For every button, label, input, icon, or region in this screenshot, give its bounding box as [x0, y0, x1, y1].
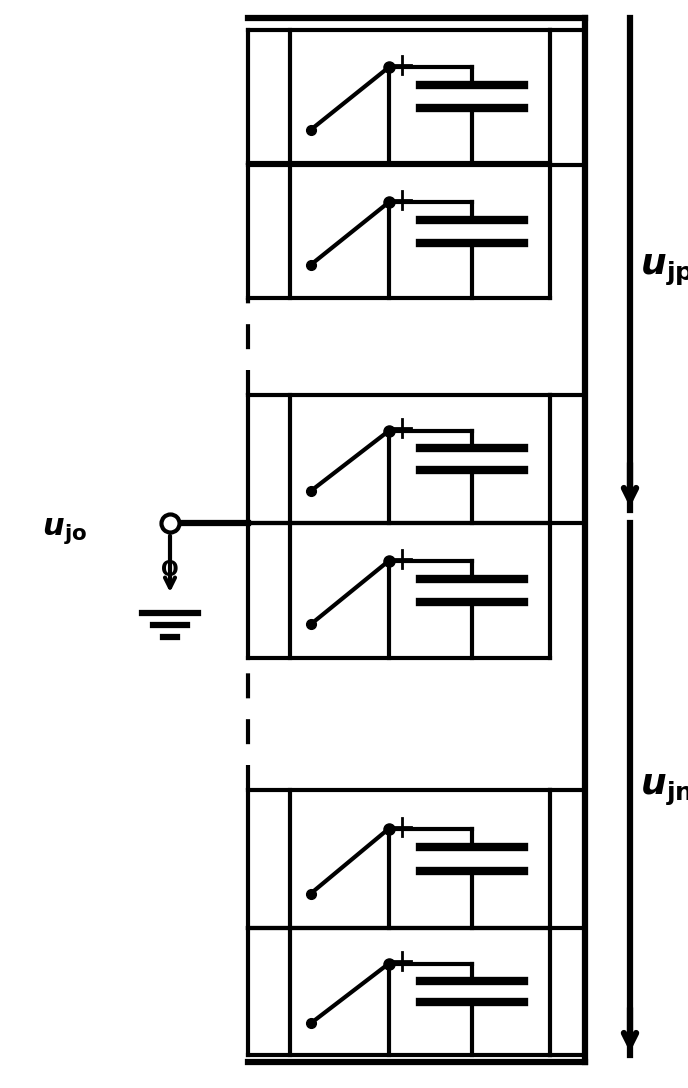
- Text: $\boldsymbol{u}_{\mathbf{jn}}$: $\boldsymbol{u}_{\mathbf{jn}}$: [640, 772, 688, 807]
- Text: $\boldsymbol{u}_{\mathbf{jo}}$: $\boldsymbol{u}_{\mathbf{jo}}$: [43, 515, 87, 545]
- Text: $\boldsymbol{u}_{\mathbf{jp}}$: $\boldsymbol{u}_{\mathbf{jp}}$: [640, 252, 688, 287]
- Text: O: O: [161, 560, 179, 580]
